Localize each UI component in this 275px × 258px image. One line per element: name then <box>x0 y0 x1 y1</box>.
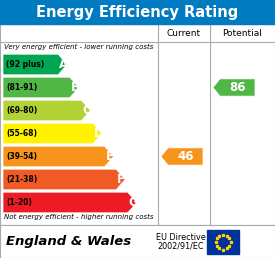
Text: 46: 46 <box>177 150 194 163</box>
Text: 86: 86 <box>229 81 246 94</box>
Polygon shape <box>3 192 137 213</box>
Text: 2002/91/EC: 2002/91/EC <box>158 241 204 251</box>
Bar <box>0 225 275 258</box>
Text: Very energy efficient - lower running costs: Very energy efficient - lower running co… <box>4 44 153 50</box>
Text: G: G <box>129 196 138 209</box>
Text: (92 plus): (92 plus) <box>6 60 44 69</box>
Text: Current: Current <box>167 28 201 37</box>
Text: (21-38): (21-38) <box>6 175 37 184</box>
Text: F: F <box>117 173 125 186</box>
Polygon shape <box>161 148 203 165</box>
Text: EU Directive: EU Directive <box>156 232 206 241</box>
Text: (55-68): (55-68) <box>6 129 37 138</box>
Text: B: B <box>71 81 80 94</box>
Text: (69-80): (69-80) <box>6 106 37 115</box>
Polygon shape <box>3 169 125 190</box>
Polygon shape <box>3 123 102 144</box>
Text: (1-20): (1-20) <box>6 198 32 207</box>
Polygon shape <box>3 54 67 75</box>
Text: E: E <box>106 150 114 163</box>
Text: (81-91): (81-91) <box>6 83 37 92</box>
Text: England & Wales: England & Wales <box>6 235 131 248</box>
Polygon shape <box>3 100 90 121</box>
Text: A: A <box>59 58 68 71</box>
Text: (39-54): (39-54) <box>6 152 37 161</box>
Bar <box>0 0 275 24</box>
Polygon shape <box>3 77 79 98</box>
Text: Energy Efficiency Rating: Energy Efficiency Rating <box>36 4 239 20</box>
Text: C: C <box>82 104 91 117</box>
Bar <box>207 230 239 254</box>
Bar <box>0 24 275 225</box>
Text: D: D <box>94 127 104 140</box>
Text: Potential: Potential <box>222 28 262 37</box>
Polygon shape <box>3 146 114 167</box>
Text: Not energy efficient - higher running costs: Not energy efficient - higher running co… <box>4 214 153 220</box>
Polygon shape <box>213 79 255 96</box>
